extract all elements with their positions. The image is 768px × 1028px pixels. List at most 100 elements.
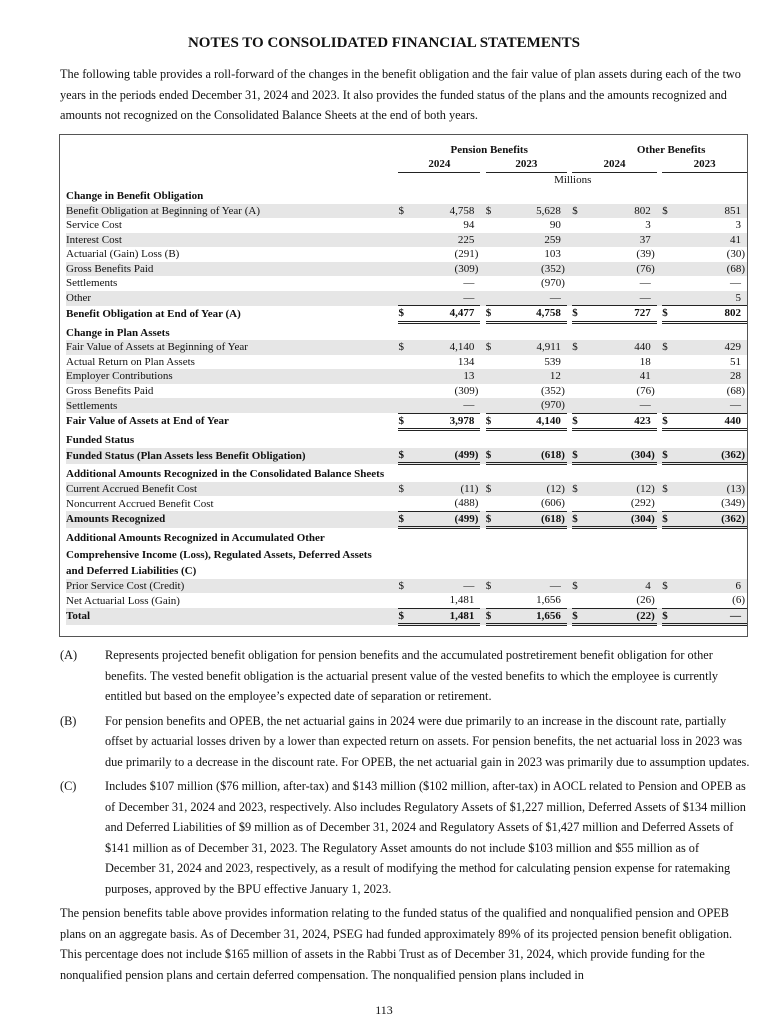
value-cell: (309) (454, 384, 479, 397)
dollar-sign (572, 276, 585, 291)
row-label: Actuarial (Gain) Loss (B) (66, 248, 180, 261)
dollar-sign: $ (398, 340, 412, 355)
dollar-sign: $ (398, 578, 412, 593)
value-cell: 12 (498, 369, 567, 384)
value-cell: 1,481 (411, 593, 481, 609)
value-cell: (618) (498, 447, 567, 465)
dollar-sign: $ (485, 203, 499, 218)
row-label: Current Accrued Benefit Cost (66, 481, 399, 496)
value-cell: (292) (585, 496, 657, 512)
table-row: Service Cost 94 90 3 3 (66, 218, 747, 233)
dollar-sign (486, 247, 499, 262)
value-cell: 440 (675, 413, 747, 431)
row-label: Prior Service Cost (Credit) (66, 578, 399, 593)
dollar-sign (572, 261, 586, 276)
benefits-table-box: Pension Benefits Other Benefits 2024 202… (59, 133, 748, 637)
dollar-sign: $ (485, 413, 499, 431)
row-label: Other (66, 290, 399, 306)
value-cell: 90 (549, 219, 561, 232)
row-label: Settlements (66, 277, 118, 290)
table-row: Actual Return on Plan Assets 134 539 18 51 (66, 355, 747, 370)
table-row: Interest Cost 225 259 37 41 (66, 232, 747, 247)
value-cell: 225 (411, 232, 481, 247)
value-cell: (76) (585, 261, 657, 276)
value-cell: (68) (675, 261, 747, 276)
value-cell: 4,758 (498, 305, 567, 324)
value-cell: (12) (585, 481, 657, 496)
dollar-sign: $ (662, 608, 676, 626)
dollar-sign: $ (485, 608, 499, 626)
value-cell: — (498, 290, 567, 306)
value-cell: (499) (411, 511, 481, 529)
dollar-sign (662, 496, 676, 512)
footnote-key: (B) (60, 713, 77, 728)
footnotes: (A) Represents projected benefit obligati… (60, 645, 750, 899)
table-row: Settlements — (970) — — (66, 398, 747, 414)
section-header-row: Additional Amounts Recognized in the Con… (66, 464, 747, 482)
value-cell: 3 (645, 219, 651, 232)
dollar-sign (398, 218, 411, 233)
section-header-row: Funded Status (66, 430, 747, 448)
value-cell: — (463, 277, 475, 290)
dollar-sign (572, 384, 585, 399)
table-row: Benefit Obligation at Beginning of Year … (66, 203, 747, 218)
value-cell: (39) (636, 248, 655, 261)
value-cell: 3 (735, 219, 742, 232)
row-label: Total (66, 608, 399, 625)
value-cell: 727 (585, 305, 657, 324)
dollar-sign (662, 290, 676, 306)
footnote-text: For pension benefits and OPEB, the net a… (105, 713, 750, 769)
dollar-sign (662, 276, 675, 291)
dollar-sign: $ (398, 203, 412, 218)
dollar-sign (572, 593, 586, 609)
table-row: Noncurrent Accrued Benefit Cost (488) (606… (66, 496, 747, 512)
dollar-sign: $ (485, 305, 499, 324)
dollar-sign (662, 232, 676, 247)
value-cell: (22) (585, 608, 657, 626)
value-cell: (970) (498, 398, 567, 414)
row-label: Net Actuarial Loss (Gain) (66, 594, 180, 607)
row-label: Employer Contributions (66, 369, 399, 384)
value-cell: 1,656 (498, 593, 567, 609)
section-label: and Deferred Liabilities (C) (66, 565, 197, 578)
dollar-sign (485, 232, 499, 247)
row-label: Benefit Obligation at End of Year (A) (66, 307, 241, 320)
footnote-key: (A) (60, 648, 78, 662)
row-label: Gross Benefits Paid (66, 261, 399, 276)
value-cell: 851 (675, 203, 747, 218)
section-header-row: and Deferred Liabilities (C) (66, 562, 747, 579)
value-cell: (362) (675, 447, 747, 465)
dollar-sign (485, 369, 499, 384)
value-cell: (76) (636, 384, 655, 397)
table-row: Fair Value of Assets at End of Year $3,97… (66, 413, 747, 431)
group-header-pension: Pension Benefits (450, 143, 528, 156)
row-label: Fair Value of Assets at End of Year (66, 415, 229, 428)
table-row: Amounts Recognized $ (499) $ (618) $ (304) $ (36… (66, 511, 747, 529)
dollar-sign: $ (398, 413, 412, 431)
dollar-sign (398, 232, 412, 247)
value-cell: 440 (585, 340, 657, 355)
dollar-sign: $ (572, 203, 586, 218)
dollar-sign: $ (485, 481, 499, 496)
value-cell: (499) (411, 447, 481, 465)
dollar-sign: $ (398, 511, 412, 529)
dollar-sign (398, 398, 412, 414)
dollar-sign: $ (662, 203, 676, 218)
value-cell: (68) (726, 384, 745, 397)
dollar-sign: $ (485, 578, 499, 593)
table-row: Employer Contributions 13 12 41 28 (66, 369, 747, 384)
table-row: Other — — — 5 (66, 290, 747, 306)
dollar-sign: $ (662, 305, 676, 324)
value-cell: 259 (498, 232, 567, 247)
value-cell: 51 (730, 355, 741, 368)
value-cell: (291) (454, 248, 479, 261)
section-header-row: Change in Plan Assets (66, 322, 747, 340)
value-cell: 1,481 (411, 608, 481, 626)
value-cell: (304) (585, 447, 657, 465)
dollar-sign (398, 290, 412, 306)
dollar-sign: $ (485, 447, 499, 465)
dollar-sign (572, 369, 586, 384)
value-cell: 103 (544, 248, 561, 261)
closing-paragraph: The pension benefits table above provide… (60, 906, 733, 982)
value-cell: (304) (585, 511, 657, 529)
